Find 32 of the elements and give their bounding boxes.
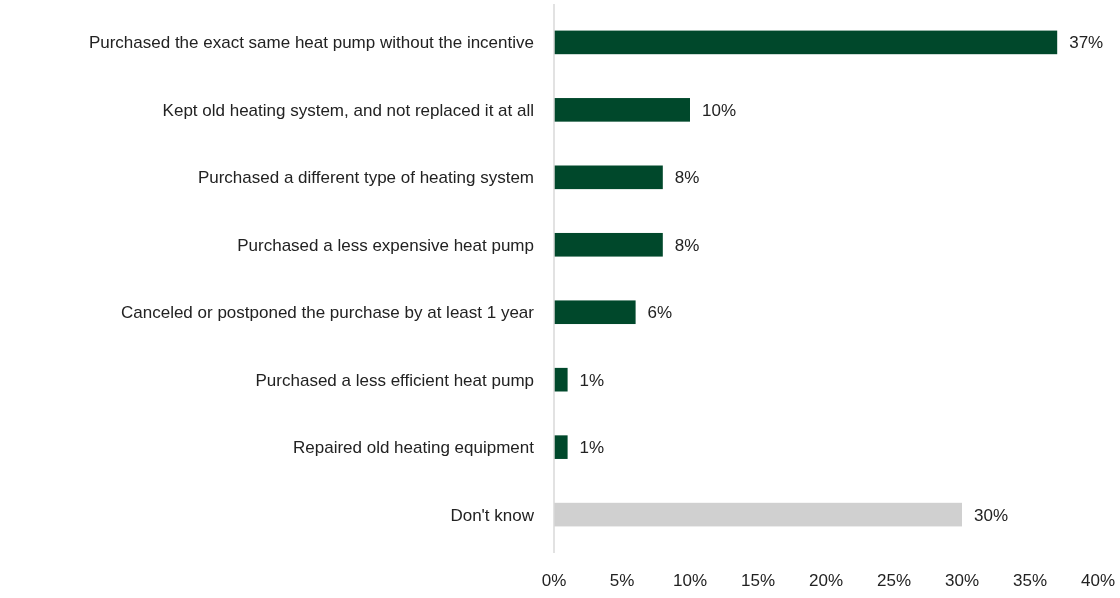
bar [554,367,568,392]
bar [554,300,636,325]
x-tick-label: 30% [944,571,980,590]
x-tick-label: 40% [1080,571,1116,590]
data-label: 10% [702,100,737,120]
y-tick-label: Don't know [450,505,535,525]
data-label: 1% [579,370,605,390]
y-tick-label: Purchased a different type of heating system [197,168,534,188]
bar [554,98,690,122]
data-label: 30% [974,505,1009,525]
y-tick-label: Purchased a less efficient heat pump [255,370,534,390]
y-tick-label: Kept old heating system, and not replaced it at all [162,100,534,120]
x-tick-label: 10% [672,571,708,590]
bar [554,232,663,257]
bar [554,435,568,459]
x-tick-label: 5% [609,571,635,590]
data-label: 8% [674,235,700,255]
bar [554,30,1058,55]
y-tick-label: Canceled or postponed the purchase by at least 1 year [121,303,535,323]
x-tick-label: 20% [808,571,844,590]
data-label: 1% [579,438,605,458]
x-tick-label: 0% [541,571,567,590]
bar [554,165,663,190]
y-tick-label: Purchased a less expensive heat pump [237,235,534,255]
data-label: 8% [674,168,700,188]
x-tick-label: 25% [876,571,912,590]
x-tick-label: 15% [740,571,776,590]
x-tick-label: 35% [1012,571,1048,590]
y-tick-label: Purchased the exact same heat pump without the incentive [88,33,534,53]
y-tick-label: Repaired old heating equipment [292,438,535,458]
data-label: 37% [1069,33,1104,53]
data-label: 6% [647,303,673,323]
